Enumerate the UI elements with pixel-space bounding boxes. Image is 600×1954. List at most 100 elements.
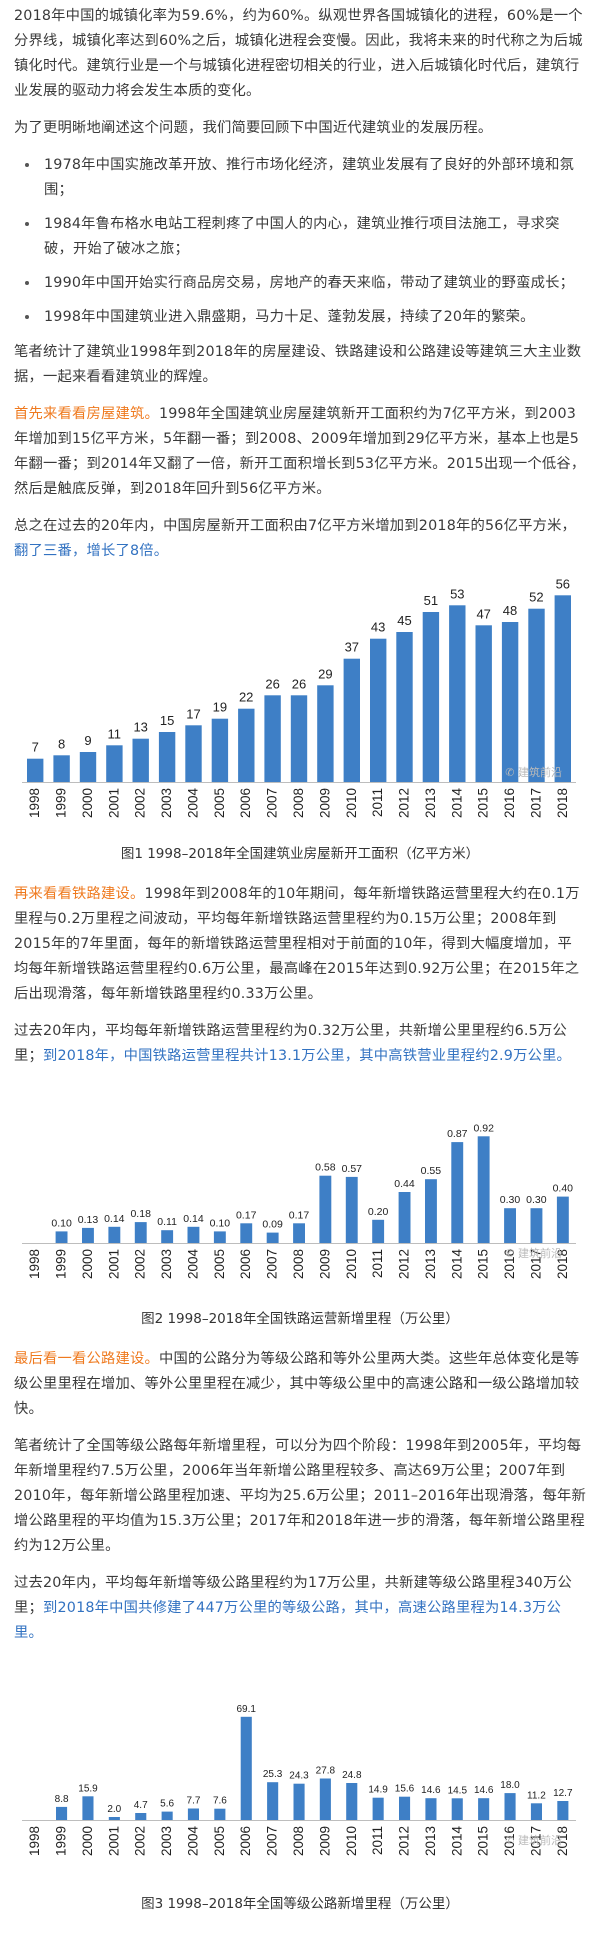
- chart-bar: [478, 1798, 490, 1820]
- data-label: 29: [318, 666, 332, 681]
- x-tick-label: 2001: [106, 1826, 121, 1856]
- x-tick-label: 2017: [528, 1249, 543, 1279]
- x-tick-label: 2018: [555, 1826, 570, 1856]
- data-label: 15.6: [395, 1784, 415, 1795]
- chart-bar: [108, 1817, 120, 1820]
- x-tick-label: 2004: [186, 788, 201, 819]
- chart-bar: [530, 1803, 542, 1820]
- chart-bar: [161, 1811, 173, 1820]
- data-label: 56: [556, 576, 570, 591]
- chart-bar: [319, 1175, 332, 1243]
- chart-bar: [293, 1223, 305, 1243]
- chart-bar: [554, 595, 571, 782]
- data-label: 15.9: [78, 1783, 98, 1794]
- chart-bar: [134, 1222, 147, 1243]
- history-list: 1978年中国实施改革开放、推行市场化经济，建筑业发展有了良好的外部环境和氛围；…: [14, 153, 586, 330]
- chart-bar: [528, 608, 545, 782]
- chart-bar: [343, 658, 360, 782]
- railway-summary-text: 过去20年内，平均每年新增铁路运营里程约为0.32万公里，共新增公里里程约6.5…: [14, 1023, 567, 1064]
- data-label: 8: [58, 736, 65, 751]
- chart-bar: [372, 1797, 384, 1820]
- highway-summary-text: 过去20年内，平均每年新增等级公路里程约为17万公里，共新建等级公路里程340万…: [14, 1575, 572, 1616]
- data-label: 24.8: [342, 1770, 362, 1781]
- data-label: 0.18: [130, 1208, 151, 1220]
- chart-bar: [264, 695, 281, 782]
- intro-paragraph: 2018年中国的城镇化率为59.6%，约为60%。纵观世界各国城镇化的进程，60…: [14, 8, 583, 99]
- chart-bar: [504, 1793, 516, 1820]
- data-label: 0.44: [394, 1178, 415, 1190]
- chart-bar: [556, 1196, 569, 1243]
- data-label: 7.7: [187, 1796, 201, 1807]
- chart-bar: [56, 1806, 68, 1820]
- highway-text: 中国的公路分为等级公路和等外公里两大类。这些年总体变化是等级公里里程在增加、等外…: [14, 1351, 580, 1417]
- x-tick-label: 2011: [370, 1826, 385, 1855]
- data-label: 18.0: [500, 1780, 520, 1791]
- x-tick-label: 2006: [238, 788, 253, 818]
- x-tick-label: 2010: [344, 788, 359, 818]
- data-label: 0.87: [447, 1128, 468, 1140]
- chart-bar: [293, 1783, 305, 1820]
- housing-bar-chart: 7 1998 8 1999 9 2000 11 2001 13 2002 15 2003 17 2004 1…: [22, 576, 576, 819]
- x-tick-label: 2010: [344, 1826, 359, 1856]
- railway-paragraph: 再来看看铁路建设。1998年到2008年的10年期间，每年新增铁路运营里程大约在…: [14, 882, 586, 1007]
- x-tick-label: 2011: [370, 788, 385, 817]
- x-tick-label: 2006: [238, 1249, 253, 1279]
- list-item: 1984年鲁布格水电站工程刺疼了中国人的内心，建筑业推行项目法施工，寻求突破，开…: [40, 212, 586, 262]
- x-tick-label: 2000: [80, 1249, 95, 1279]
- x-tick-label: 2012: [397, 788, 412, 818]
- data-label: 24.3: [289, 1771, 309, 1782]
- data-label: 47: [476, 606, 490, 621]
- x-tick-label: 1999: [54, 1826, 69, 1856]
- data-label: 0.14: [183, 1213, 204, 1225]
- x-tick-label: 1998: [27, 1249, 42, 1279]
- x-tick-label: 2005: [212, 1826, 227, 1856]
- data-label: 69.1: [236, 1704, 256, 1715]
- x-tick-label: 2003: [159, 1249, 174, 1279]
- chart-bar: [187, 1226, 200, 1243]
- data-label: 45: [397, 613, 411, 628]
- chart-bar: [398, 1192, 411, 1243]
- x-tick-label: 2002: [133, 788, 148, 818]
- chart-bar: [161, 1230, 174, 1243]
- x-tick-label: 2002: [133, 1249, 148, 1279]
- x-tick-label: 2004: [186, 1826, 201, 1857]
- list-item: 1978年中国实施改革开放、推行市场化经济，建筑业发展有了良好的外部环境和氛围；: [40, 153, 586, 203]
- chart-bar: [185, 725, 202, 782]
- housing-summary-text: 总之在过去的20年内，中国房屋新开工面积由7亿平方米增加到2018年的56亿平方…: [14, 518, 577, 534]
- x-tick-label: 2006: [238, 1826, 253, 1856]
- housing-paragraph: 首先来看看房屋建筑。1998年全国建筑业房屋建筑新开工面积约为7亿平方米，到20…: [14, 402, 586, 502]
- x-tick-label: 2015: [476, 788, 491, 818]
- x-tick-label: 2002: [133, 1826, 148, 1856]
- x-tick-label: 2001: [106, 1249, 121, 1279]
- x-tick-label: 1999: [54, 1249, 69, 1279]
- x-tick-label: 2009: [317, 788, 332, 818]
- data-label: 37: [345, 640, 359, 655]
- x-tick-label: 2014: [449, 1249, 464, 1280]
- list-item: 1990年中国开始实行商品房交易，房地产的春天来临，带动了建筑业的野蛮成长；: [40, 271, 586, 296]
- data-label: 43: [371, 620, 385, 635]
- history-intro-paragraph: 为了更明晰地阐述这个问题，我们简要回顾下中国近代建筑业的发展历程。: [14, 120, 493, 136]
- chart-bar: [425, 1798, 437, 1820]
- chart-bar: [55, 1231, 68, 1243]
- chart-bar: [187, 1808, 199, 1820]
- data-label: 48: [503, 603, 517, 618]
- highway-lead: 最后看一看公路建设。: [14, 1351, 159, 1367]
- x-tick-label: 2015: [476, 1249, 491, 1279]
- data-label: 0.40: [553, 1183, 574, 1195]
- data-label: 25.3: [263, 1769, 283, 1780]
- highway-paragraph: 最后看一看公路建设。中国的公路分为等级公路和等外公里两大类。这些年总体变化是等级…: [14, 1347, 586, 1422]
- data-label: 0.30: [500, 1194, 521, 1206]
- housing-highlight: 翻了三番，增长了8倍。: [14, 543, 169, 559]
- chart-bar: [266, 1232, 279, 1243]
- railway-summary-paragraph: 过去20年内，平均每年新增铁路运营里程约为0.32万公里，共新增公里里程约6.5…: [14, 1019, 586, 1069]
- chart-bar: [79, 752, 97, 782]
- chart-bar: [399, 1796, 411, 1820]
- data-label: 14.6: [421, 1785, 441, 1796]
- x-tick-label: 2013: [423, 1249, 438, 1279]
- x-tick-label: 1998: [27, 1826, 42, 1856]
- x-tick-label: 2001: [106, 788, 121, 818]
- x-tick-label: 2007: [265, 788, 280, 818]
- x-tick-label: 2017: [528, 1826, 543, 1856]
- data-label: 14.5: [448, 1785, 468, 1796]
- chart-bar: [345, 1176, 358, 1243]
